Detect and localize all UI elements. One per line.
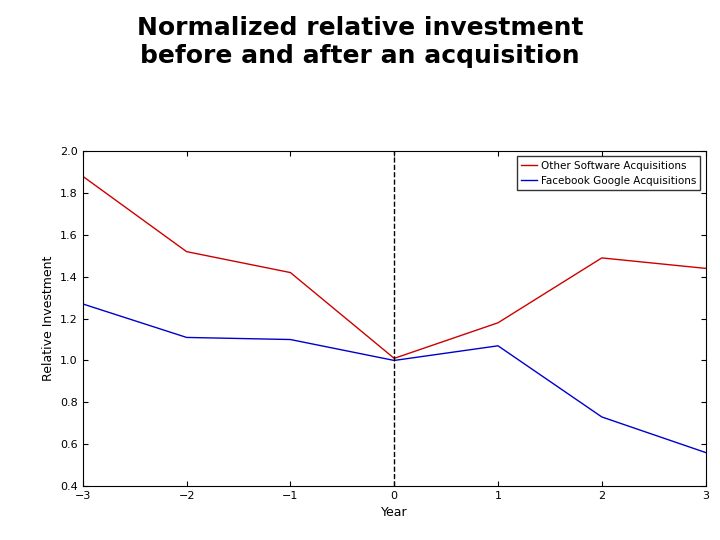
- Facebook Google Acquisitions: [390, 357, 399, 364]
- Facebook Google Acquisitions: [701, 449, 710, 456]
- X-axis label: Year: Year: [381, 507, 408, 519]
- Facebook Google Acquisitions: [182, 334, 191, 341]
- Text: Normalized relative investment
before and after an acquisition: Normalized relative investment before an…: [137, 16, 583, 68]
- Y-axis label: Relative Investment: Relative Investment: [42, 256, 55, 381]
- Other Software Acquisitions: [78, 173, 87, 179]
- Facebook Google Acquisitions: [494, 342, 503, 349]
- Other Software Acquisitions: [390, 355, 399, 362]
- Other Software Acquisitions: [286, 269, 294, 276]
- Other Software Acquisitions: [494, 320, 503, 326]
- Other Software Acquisitions: [182, 248, 191, 255]
- Facebook Google Acquisitions: [598, 414, 606, 420]
- Line: Facebook Google Acquisitions: Facebook Google Acquisitions: [83, 304, 706, 453]
- Facebook Google Acquisitions: [286, 336, 294, 343]
- Line: Other Software Acquisitions: Other Software Acquisitions: [83, 176, 706, 359]
- Other Software Acquisitions: [701, 265, 710, 272]
- Legend: Other Software Acquisitions, Facebook Google Acquisitions: Other Software Acquisitions, Facebook Go…: [517, 157, 701, 190]
- Other Software Acquisitions: [598, 255, 606, 261]
- Facebook Google Acquisitions: [78, 301, 87, 307]
